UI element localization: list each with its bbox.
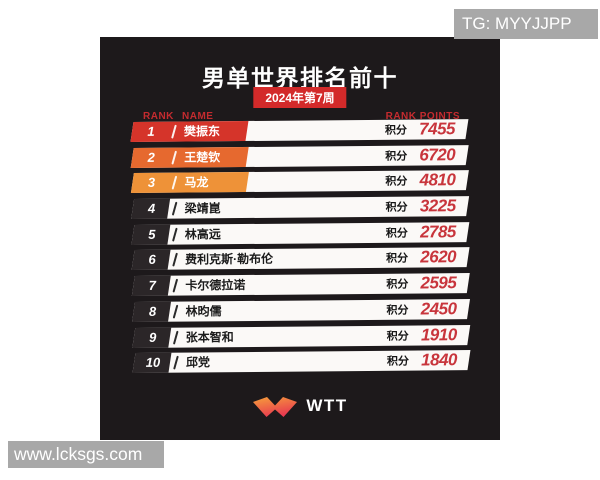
rank-number: 1 — [147, 123, 155, 139]
rank-number: 7 — [148, 277, 156, 293]
points-group: 积分 4810 — [385, 171, 455, 192]
points-value: 2595 — [420, 273, 457, 293]
footer: WTT — [100, 394, 500, 418]
points-group: 积分 2595 — [386, 273, 456, 294]
rank-number: 5 — [148, 226, 156, 242]
rank-number: 2 — [147, 149, 155, 165]
rank-number: 3 — [147, 175, 156, 191]
table-header: RANK NAME RANK POINTS — [133, 111, 468, 123]
points-label: 积分 — [385, 201, 408, 214]
points-label: 积分 — [386, 278, 409, 291]
rank-number: 8 — [148, 303, 157, 319]
points-label: 积分 — [384, 124, 408, 137]
table-row: 10 邱党 积分 1840 — [132, 350, 471, 374]
points-label: 积分 — [386, 304, 409, 317]
points-value: 4810 — [419, 170, 456, 190]
player-name: 费利克斯·勒布伦 — [185, 252, 274, 267]
wtt-logo-icon — [253, 396, 298, 417]
points-value: 7455 — [419, 119, 456, 139]
points-value: 1840 — [421, 350, 458, 370]
points-value: 2785 — [419, 221, 456, 242]
table-row: 3 马龙 积分 4810 — [130, 170, 469, 194]
week-badge: 2024年第7周 — [253, 87, 347, 108]
points-group: 积分 6720 — [385, 145, 455, 166]
player-name: 卡尔德拉诺 — [185, 278, 246, 293]
points-value: 2450 — [420, 298, 457, 319]
table-row: 8 林昀儒 积分 2450 — [132, 298, 471, 322]
table-row: 2 王楚钦 积分 6720 — [130, 144, 469, 168]
points-group: 积分 2785 — [386, 222, 456, 243]
points-label: 积分 — [385, 175, 408, 189]
points-label: 积分 — [385, 227, 408, 240]
points-value: 3225 — [419, 196, 456, 216]
rank-number: 4 — [147, 200, 156, 216]
rank-number: 10 — [145, 354, 161, 371]
points-group: 积分 1910 — [387, 325, 457, 346]
player-name: 张本智和 — [185, 329, 234, 345]
points-group: 积分 7455 — [385, 119, 455, 140]
column-header-name: NAME — [182, 111, 214, 122]
points-label: 积分 — [386, 253, 409, 266]
points-value: 6720 — [419, 144, 456, 165]
points-label: 积分 — [385, 150, 408, 163]
column-header-points: RANK POINTS — [385, 111, 460, 122]
page-title: 男单世界排名前十 — [202, 65, 398, 91]
player-name: 林高远 — [184, 226, 221, 242]
points-value: 2620 — [420, 247, 457, 267]
ranking-card: 男单世界排名前十 2024年第7周 RANK NAME RANK POINTS … — [100, 37, 500, 440]
points-group: 积分 2620 — [386, 248, 456, 269]
table-row: 6 费利克斯·勒布伦 积分 2620 — [131, 247, 470, 271]
table-row: 1 樊振东 积分 7455 — [130, 119, 469, 143]
points-value: 1910 — [420, 324, 457, 344]
player-name: 林昀儒 — [185, 304, 222, 319]
rank-number: 6 — [148, 252, 156, 268]
rows-list: 1 樊振东 积分 7455 2 王楚钦 积分 6720 3 马龙 积分 4810 4 梁靖崑 积分 3225 5… — [130, 119, 471, 379]
player-name: 王楚钦 — [184, 149, 221, 165]
points-group: 积分 1840 — [387, 350, 457, 371]
points-label: 积分 — [386, 355, 410, 368]
table-row: 4 梁靖崑 积分 3225 — [131, 196, 470, 220]
watermark-top-right: TG: MYYJJPP — [454, 9, 598, 39]
points-label: 积分 — [386, 330, 409, 343]
player-name: 邱党 — [185, 355, 211, 370]
player-name: 马龙 — [184, 175, 209, 190]
watermark-bottom-left: www.lcksgs.com — [8, 441, 164, 468]
player-name: 樊振东 — [183, 124, 221, 139]
table-row: 7 卡尔德拉诺 积分 2595 — [131, 273, 470, 297]
rank-number: 9 — [149, 329, 157, 345]
table-row: 9 张本智和 积分 1910 — [132, 324, 471, 348]
logo-text: WTT — [306, 396, 348, 415]
column-header-rank: RANK — [143, 111, 174, 122]
player-name: 梁靖崑 — [184, 201, 221, 216]
table-row: 5 林高远 积分 2785 — [131, 221, 470, 245]
points-group: 积分 3225 — [386, 196, 456, 217]
points-group: 积分 2450 — [386, 299, 456, 320]
